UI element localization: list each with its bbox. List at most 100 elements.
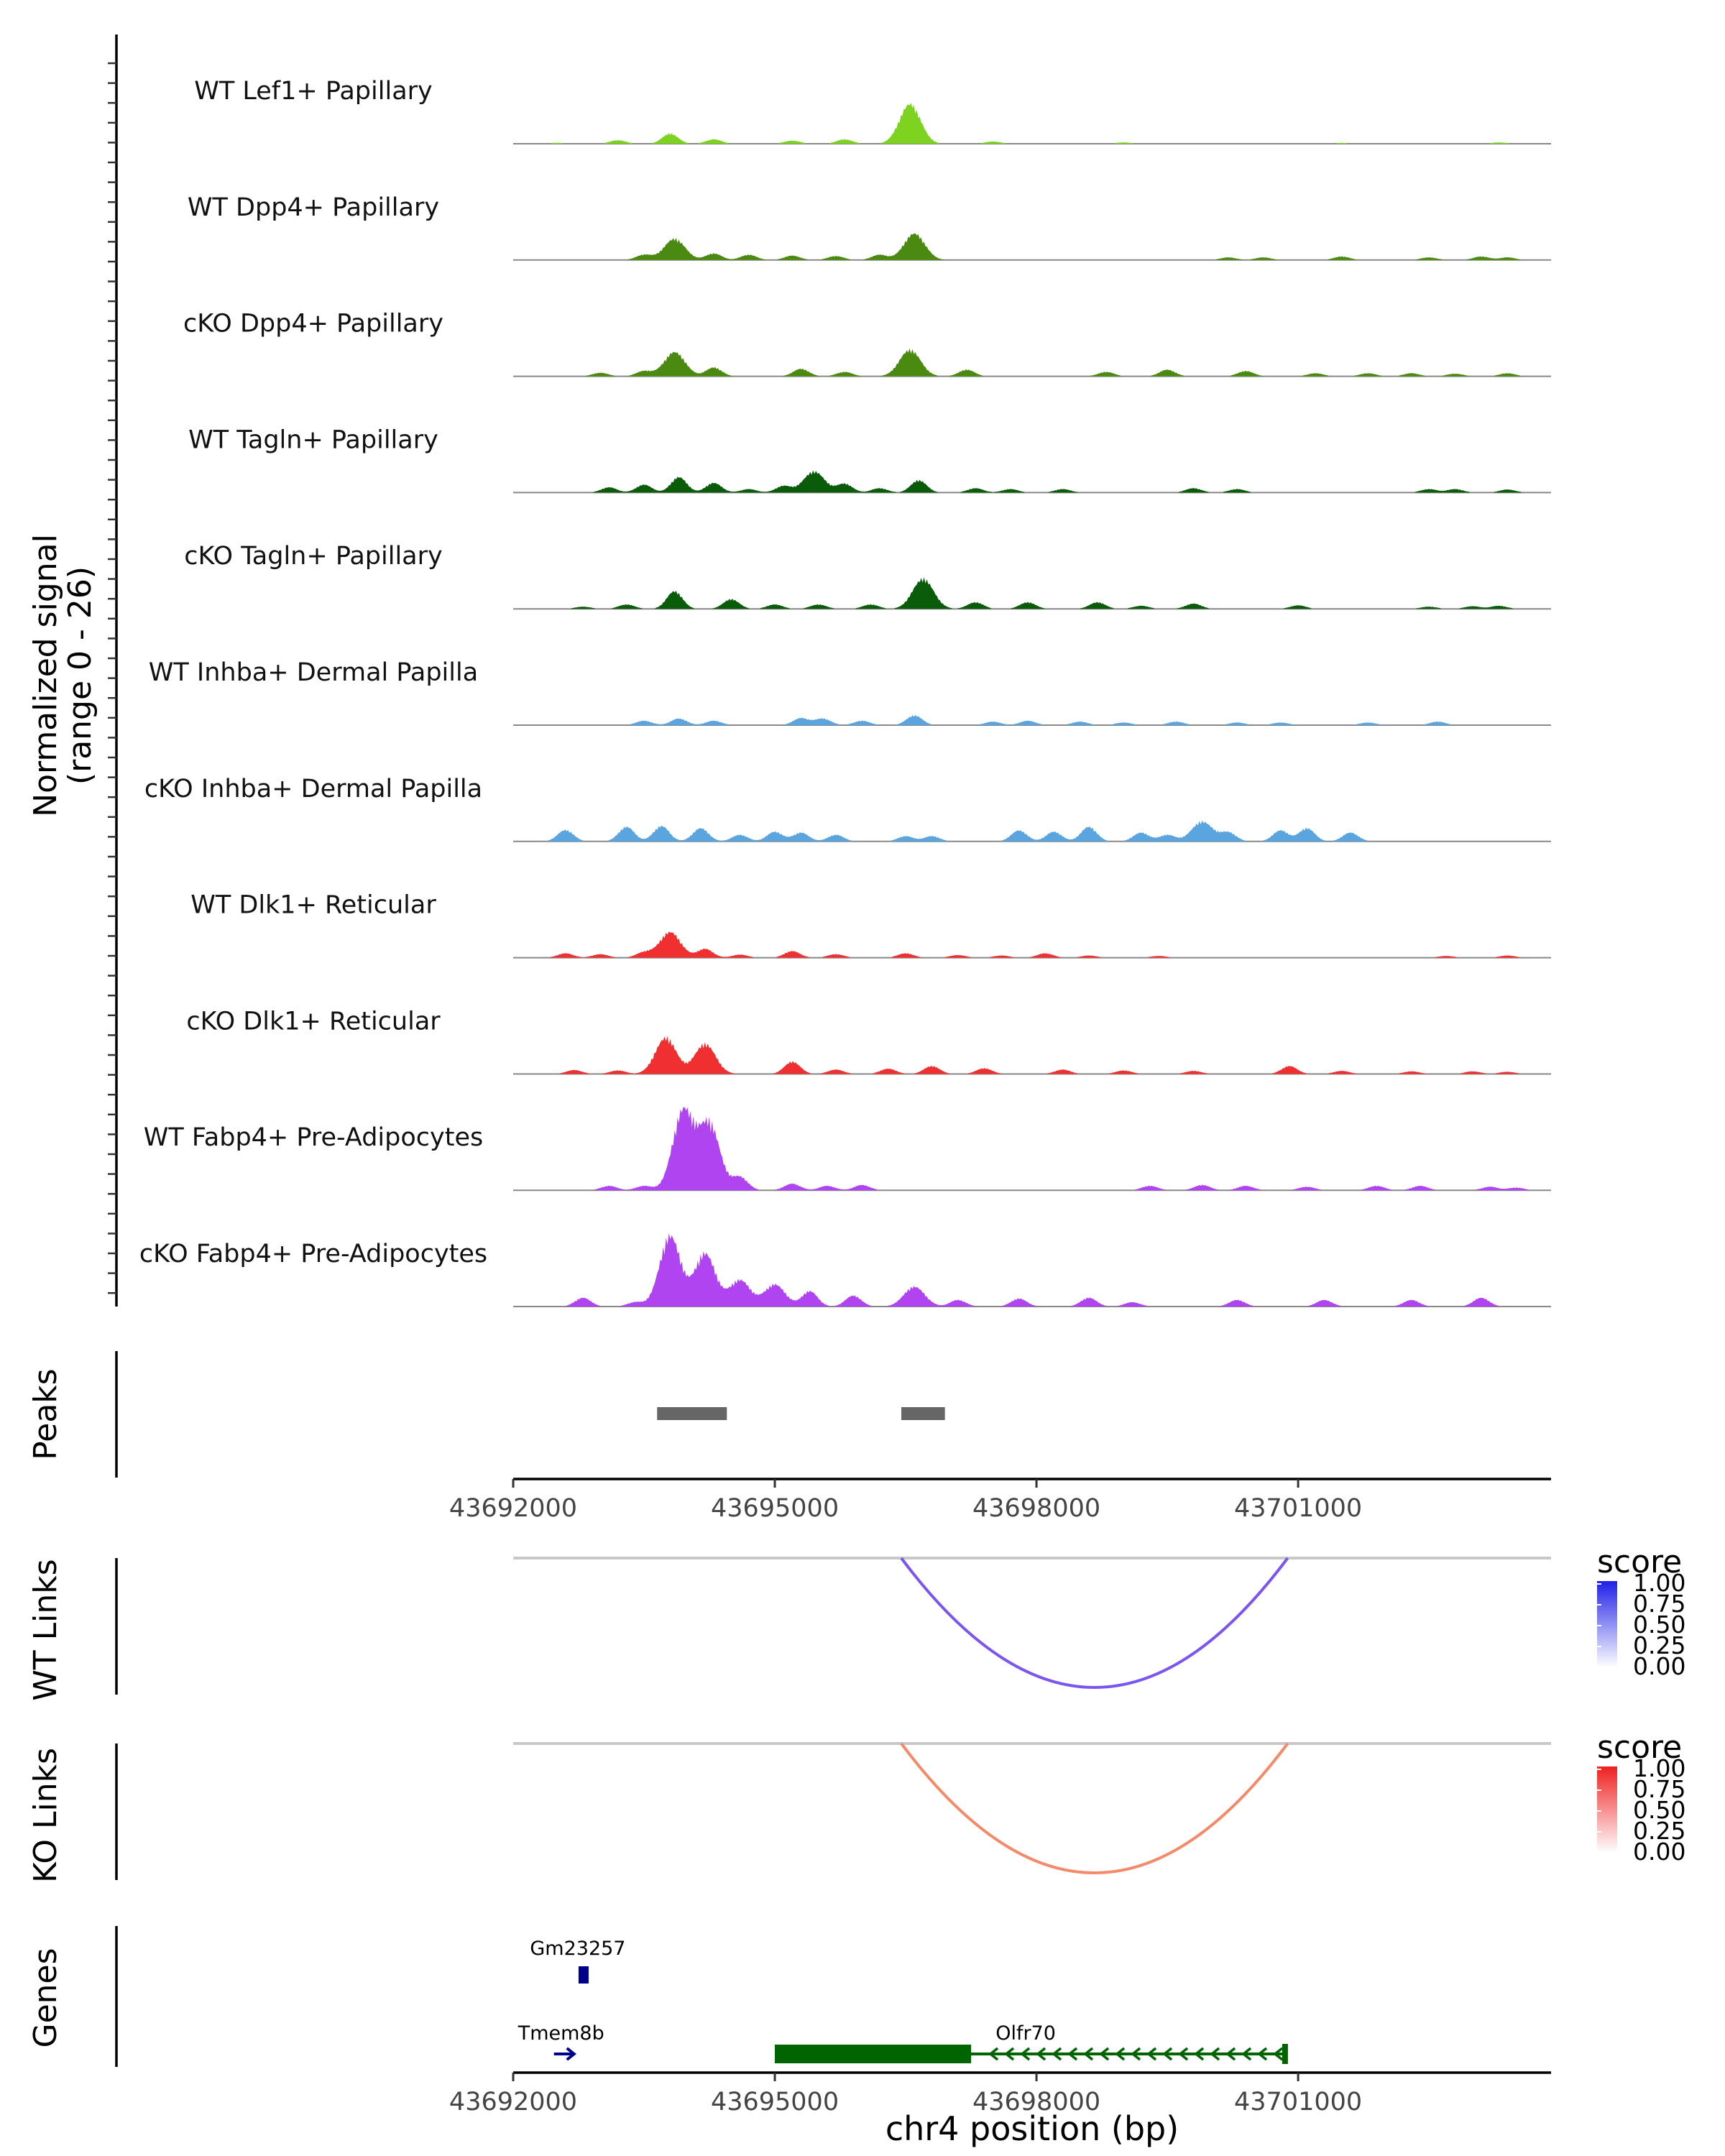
gene-name: Gm23257: [530, 1938, 625, 1960]
gene-exon: [1282, 2044, 1288, 2064]
x-axis-title: chr4 position (bp): [886, 2109, 1179, 2148]
gene-strand-arrow: [1004, 2047, 1015, 2061]
gene-strand-arrow: [988, 2047, 999, 2061]
link-arc: [900, 1742, 1289, 1874]
coverage-track: cKO Tagln+ Papillary: [184, 542, 1551, 610]
links-label: WT Links: [27, 1559, 64, 1700]
upper-x-tick-label: 43695000: [711, 1494, 839, 1523]
track-label: WT Dpp4+ Papillary: [188, 193, 439, 222]
gene-strand-arrow: [566, 2047, 576, 2061]
peak-region: [901, 1407, 945, 1420]
legend-tick-label: 0.25: [1633, 1817, 1685, 1845]
track-label: cKO Fabp4+ Pre-Adipocytes: [139, 1240, 487, 1268]
legend-tick-label: 0.75: [1633, 1775, 1685, 1803]
coverage-area: [513, 1036, 1551, 1074]
gene-strand-arrow: [1067, 2047, 1078, 2061]
track-label: WT Lef1+ Papillary: [194, 77, 433, 106]
coverage-area: [513, 1107, 1551, 1191]
coverage-ylabel-line1: Normalized signal: [27, 534, 64, 817]
track-label: cKO Inhba+ Dermal Papilla: [144, 775, 482, 803]
coverage-track: cKO Inhba+ Dermal Papilla: [144, 775, 1551, 842]
upper-x-tick-label: 43701000: [1234, 1494, 1362, 1523]
coverage-ylabel-line2: (range 0 - 26): [62, 566, 98, 785]
coverage-area: [513, 233, 1551, 260]
coverage-track: WT Inhba+ Dermal Papilla: [149, 658, 1551, 726]
coverage-track: cKO Dpp4+ Papillary: [183, 310, 1551, 377]
coverage-track: cKO Fabp4+ Pre-Adipocytes: [139, 1233, 1551, 1307]
gene-name: Olfr70: [995, 2022, 1056, 2045]
gene-strand-arrow: [1052, 2047, 1062, 2061]
gene-strand-arrow: [1225, 2047, 1236, 2061]
coverage-area: [513, 714, 1551, 725]
peaks-label: Peaks: [27, 1368, 64, 1460]
coverage-tracks: WT Lef1+ Papillary WT Dpp4+ Papillary cKO …: [139, 77, 1551, 1307]
gene-strand-arrow: [1115, 2047, 1126, 2061]
track-label: WT Inhba+ Dermal Papilla: [149, 658, 478, 687]
legend-tick-label: 1.00: [1633, 1569, 1685, 1597]
peaks-track: Peaks: [27, 1368, 945, 1460]
coverage-track: WT Tagln+ Papillary: [188, 425, 1551, 494]
peak-region: [657, 1407, 727, 1420]
gene-strand-arrow: [1162, 2047, 1173, 2061]
upper-x-tick-label: 43692000: [449, 1494, 577, 1523]
coverage-area: [513, 103, 1551, 144]
gene-strand-arrow: [1146, 2047, 1157, 2061]
lower-x-tick-label: 43695000: [711, 2088, 839, 2116]
coverage-track: WT Dpp4+ Papillary: [188, 193, 1551, 261]
link-arc: [900, 1557, 1289, 1689]
lower-x-tick-label: 43692000: [449, 2088, 577, 2116]
gene-strand-arrow: [1178, 2047, 1189, 2061]
legend-colorbar: [1597, 1581, 1617, 1667]
legend-tick-label: 0.00: [1633, 1652, 1685, 1680]
lower-x-tick-label: 43701000: [1234, 2088, 1362, 2116]
legend-colorbar: [1597, 1766, 1617, 1853]
gene-strand-arrow: [1036, 2047, 1046, 2061]
legend-tick-label: 0.75: [1633, 1590, 1685, 1618]
coverage-track: cKO Dlk1+ Reticular: [186, 1007, 1551, 1075]
coverage-area: [513, 348, 1551, 377]
coverage-area: [513, 577, 1551, 609]
gene-strand-arrow: [1083, 2047, 1094, 2061]
gene-strand-arrow: [1273, 2047, 1284, 2061]
upper-x-tick-label: 43698000: [972, 1494, 1100, 1523]
gene-strand-arrow: [1131, 2047, 1141, 2061]
legend-tick-label: 1.00: [1633, 1754, 1685, 1782]
coverage-area: [513, 1233, 1551, 1307]
genes-label: Genes: [27, 1948, 64, 2047]
track-label: WT Fabp4+ Pre-Adipocytes: [144, 1123, 483, 1152]
gene-name: Tmem8b: [518, 2022, 604, 2045]
gene-strand-arrow: [1210, 2047, 1220, 2061]
coverage-area: [513, 931, 1551, 958]
links-label: KO Links: [27, 1748, 64, 1883]
track-label: cKO Tagln+ Papillary: [184, 542, 443, 571]
genes-track: Genes Gm23257 Tmem8b Olfr70: [27, 1926, 1288, 2067]
gene-strand-arrow: [1257, 2047, 1268, 2061]
track-label: WT Tagln+ Papillary: [188, 425, 438, 454]
legend-tick-label: 0.25: [1633, 1631, 1685, 1659]
coverage-track: WT Dlk1+ Reticular: [190, 891, 1551, 959]
legend-title: score: [1597, 1544, 1682, 1580]
gene-strand-arrow: [1194, 2047, 1205, 2061]
legend-tick-label: 0.50: [1633, 1796, 1685, 1824]
gene-body: [578, 1966, 589, 1984]
gene-strand-arrow: [1020, 2047, 1031, 2061]
coverage-area: [513, 470, 1551, 493]
gene-exon: [775, 2045, 972, 2063]
gene-strand-arrow: [1099, 2047, 1110, 2061]
gene-strand-arrow: [1241, 2047, 1252, 2061]
coverage-track: WT Fabp4+ Pre-Adipocytes: [144, 1107, 1551, 1192]
coverage-area: [513, 820, 1551, 842]
axes-layer: Normalized signal(range 0 - 26) 43692000 4…: [27, 34, 1551, 2148]
legend-tick-label: 0.00: [1633, 1838, 1685, 1866]
track-label: WT Dlk1+ Reticular: [190, 891, 436, 920]
track-label: cKO Dpp4+ Papillary: [183, 310, 443, 338]
legend-title: score: [1597, 1729, 1682, 1766]
legend-tick-label: 0.50: [1633, 1611, 1685, 1639]
coverage-track: WT Lef1+ Papillary: [194, 77, 1551, 144]
track-label: cKO Dlk1+ Reticular: [186, 1007, 441, 1036]
lower-x-tick-label: 43698000: [972, 2088, 1100, 2116]
